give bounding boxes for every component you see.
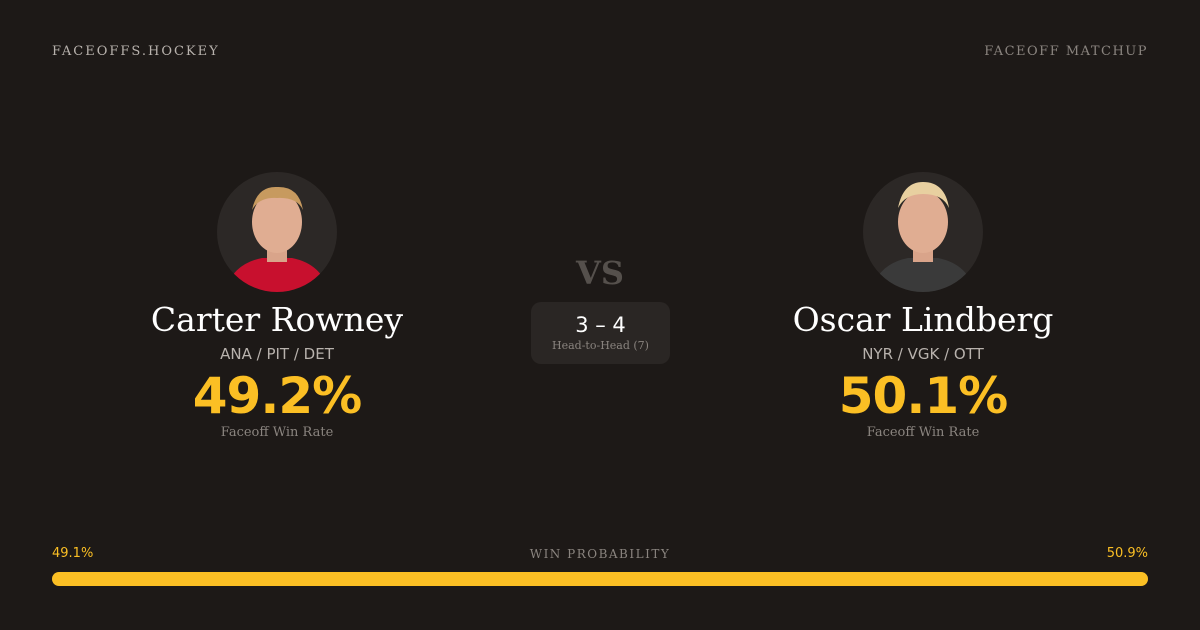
player-teams: ANA / PIT / DET — [220, 345, 334, 363]
win-probability-segment-left — [52, 572, 591, 586]
faceoff-win-rate: 50.1% — [838, 367, 1008, 425]
win-probability-segment-right — [590, 572, 1148, 586]
faceoff-win-rate-label: Faceoff Win Rate — [866, 425, 980, 440]
win-probability-left: 49.1% — [52, 546, 94, 561]
head-to-head-score: 3 – 4 — [575, 313, 626, 337]
player-photo-icon — [871, 182, 975, 292]
player-avatar — [217, 172, 337, 292]
player-card-right: Oscar Lindberg NYR / VGK / OTT 50.1% Fac… — [723, 172, 1123, 440]
player-name: Carter Rowney — [150, 300, 404, 339]
brand-logo-text: FACEOFFS.HOCKEY — [52, 44, 220, 59]
player-card-left: Carter Rowney ANA / PIT / DET 49.2% Face… — [77, 172, 477, 440]
head-to-head-label: Head-to-Head (7) — [552, 339, 649, 352]
win-probability-title: WIN PROBABILITY — [529, 547, 671, 561]
faceoff-win-rate-label: Faceoff Win Rate — [220, 425, 334, 440]
player-photo-icon — [225, 186, 329, 292]
player-avatar — [863, 172, 983, 292]
faceoff-win-rate: 49.2% — [192, 367, 362, 425]
player-name: Oscar Lindberg — [792, 300, 1054, 339]
head-to-head-box: 3 – 4 Head-to-Head (7) — [531, 302, 670, 364]
win-probability-right: 50.9% — [1106, 546, 1148, 561]
win-probability-bar — [52, 572, 1148, 586]
page-tag: FACEOFF MATCHUP — [984, 44, 1148, 59]
vs-label: VS — [576, 254, 624, 292]
player-teams: NYR / VGK / OTT — [862, 345, 984, 363]
